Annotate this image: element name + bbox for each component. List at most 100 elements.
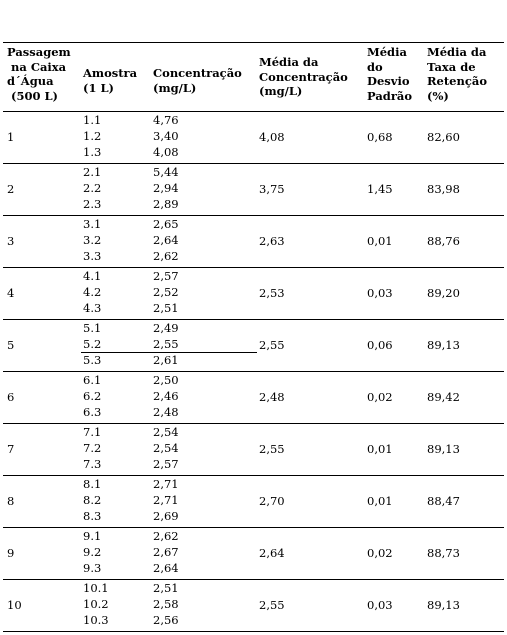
cell-concentracao: 5,44 [153, 165, 179, 179]
cell-media: 3,75 [259, 182, 285, 196]
cell-taxa: 88,76 [427, 234, 460, 248]
cell-concentracao: 3,40 [153, 129, 179, 143]
cell-passagem: 8 [7, 494, 15, 508]
cell-concentracao: 2,58 [153, 597, 179, 611]
cell-taxa: 89,20 [427, 286, 460, 300]
cell-amostra: 2.1 [83, 165, 102, 179]
cell-passagem: 1 [7, 130, 15, 144]
table-row: 10 10.1 2,51 10.2 2,58 10.3 2,56 2,55 0,03 89,13 [3, 580, 504, 632]
table-row: 9 9.1 2,62 9.2 2,67 9.3 2,64 2,64 0,02 88,73 [3, 528, 504, 580]
cell-desvio: 0,02 [367, 546, 393, 560]
cell-amostra: 1.3 [83, 145, 102, 159]
cell-amostra: 9.2 [83, 545, 102, 559]
cell-amostra: 1.2 [83, 129, 102, 143]
cell-media: 2,55 [259, 338, 285, 352]
cell-concentracao: 2,62 [153, 529, 179, 543]
table-row: 1 1.1 4,76 1.2 3,40 1.3 4,08 4,08 0,68 82,60 [3, 112, 504, 164]
header-media-desvio: Média do Desvio Padrão [367, 45, 413, 103]
cell-taxa: 89,13 [427, 338, 460, 352]
cell-concentracao: 2,55 [153, 337, 179, 351]
cell-concentracao: 2,46 [153, 389, 179, 403]
row-divider [81, 352, 257, 353]
cell-amostra: 4.1 [83, 269, 102, 283]
cell-amostra: 3.1 [83, 217, 102, 231]
table-body: 1 1.1 4,76 1.2 3,40 1.3 4,08 4,08 0,68 82,60 2 2.1 5… [3, 112, 504, 632]
cell-taxa: 82,60 [427, 130, 460, 144]
cell-concentracao: 4,76 [153, 113, 179, 127]
cell-taxa: 89,42 [427, 390, 460, 404]
cell-amostra: 7.3 [83, 457, 102, 471]
table-row: 5 5.1 2,49 5.2 2,55 5.3 2,61 2,55 0,06 89,13 [3, 320, 504, 372]
table-row: 8 8.1 2,71 8.2 2,71 8.3 2,69 2,70 0,01 88,47 [3, 476, 504, 528]
cell-passagem: 10 [7, 598, 22, 612]
cell-amostra: 9.1 [83, 529, 102, 543]
cell-concentracao: 2,57 [153, 269, 179, 283]
cell-passagem: 7 [7, 442, 15, 456]
cell-amostra: 9.3 [83, 561, 102, 575]
cell-media: 2,63 [259, 234, 285, 248]
cell-concentracao: 2,67 [153, 545, 179, 559]
header-media-taxa: Média da Taxa de Retenção (%) [427, 45, 487, 103]
header-media-concentracao: Média da Concentração (mg/L) [259, 55, 348, 98]
cell-desvio: 0,06 [367, 338, 393, 352]
cell-passagem: 3 [7, 234, 15, 248]
cell-desvio: 0,02 [367, 390, 393, 404]
cell-desvio: 0,03 [367, 286, 393, 300]
table-row: 7 7.1 2,54 7.2 2,54 7.3 2,57 2,55 0,01 89,13 [3, 424, 504, 476]
cell-desvio: 0,01 [367, 494, 393, 508]
cell-concentracao: 2,50 [153, 373, 179, 387]
cell-desvio: 0,01 [367, 442, 393, 456]
cell-concentracao: 2,51 [153, 581, 179, 595]
cell-amostra: 5.3 [83, 353, 102, 367]
cell-amostra: 3.3 [83, 249, 102, 263]
cell-amostra: 6.1 [83, 373, 102, 387]
cell-concentracao: 2,54 [153, 425, 179, 439]
cell-concentracao: 2,52 [153, 285, 179, 299]
cell-amostra: 8.3 [83, 509, 102, 523]
cell-amostra: 7.2 [83, 441, 102, 455]
cell-amostra: 3.2 [83, 233, 102, 247]
cell-passagem: 5 [7, 338, 15, 352]
cell-media: 2,55 [259, 598, 285, 612]
cell-media: 4,08 [259, 130, 285, 144]
cell-passagem: 4 [7, 286, 15, 300]
cell-amostra: 2.2 [83, 181, 102, 195]
cell-amostra: 4.2 [83, 285, 102, 299]
cell-amostra: 8.2 [83, 493, 102, 507]
cell-concentracao: 4,08 [153, 145, 179, 159]
cell-concentracao: 2,56 [153, 613, 179, 627]
cell-amostra: 4.3 [83, 301, 102, 315]
cell-taxa: 88,47 [427, 494, 460, 508]
cell-desvio: 0,01 [367, 234, 393, 248]
cell-amostra: 6.3 [83, 405, 102, 419]
cell-concentracao: 2,57 [153, 457, 179, 471]
cell-concentracao: 2,51 [153, 301, 179, 315]
table-row: 4 4.1 2,57 4.2 2,52 4.3 2,51 2,53 0,03 89,20 [3, 268, 504, 320]
cell-amostra: 5.2 [83, 337, 102, 351]
table-row: 3 3.1 2,65 3.2 2,64 3.3 2,62 2,63 0,01 88,76 [3, 216, 504, 268]
table-header: Passagem na Caixa d´Água (500 L) Amostra… [3, 42, 504, 112]
cell-amostra: 10.2 [83, 597, 109, 611]
cell-media: 2,53 [259, 286, 285, 300]
cell-concentracao: 2,54 [153, 441, 179, 455]
cell-concentracao: 2,64 [153, 233, 179, 247]
cell-concentracao: 2,61 [153, 353, 179, 367]
table-row: 2 2.1 5,44 2.2 2,94 2.3 2,89 3,75 1,45 83,98 [3, 164, 504, 216]
cell-taxa: 88,73 [427, 546, 460, 560]
cell-desvio: 0,03 [367, 598, 393, 612]
cell-passagem: 9 [7, 546, 15, 560]
cell-amostra: 7.1 [83, 425, 102, 439]
cell-concentracao: 2,64 [153, 561, 179, 575]
cell-desvio: 1,45 [367, 182, 393, 196]
cell-concentracao: 2,89 [153, 197, 179, 211]
cell-amostra: 2.3 [83, 197, 102, 211]
header-amostra: Amostra (1 L) [83, 66, 138, 95]
cell-media: 2,55 [259, 442, 285, 456]
cell-taxa: 89,13 [427, 442, 460, 456]
cell-concentracao: 2,48 [153, 405, 179, 419]
cell-taxa: 89,13 [427, 598, 460, 612]
cell-media: 2,64 [259, 546, 285, 560]
header-passagem: Passagem na Caixa d´Água (500 L) [7, 45, 71, 103]
cell-amostra: 6.2 [83, 389, 102, 403]
cell-amostra: 5.1 [83, 321, 102, 335]
